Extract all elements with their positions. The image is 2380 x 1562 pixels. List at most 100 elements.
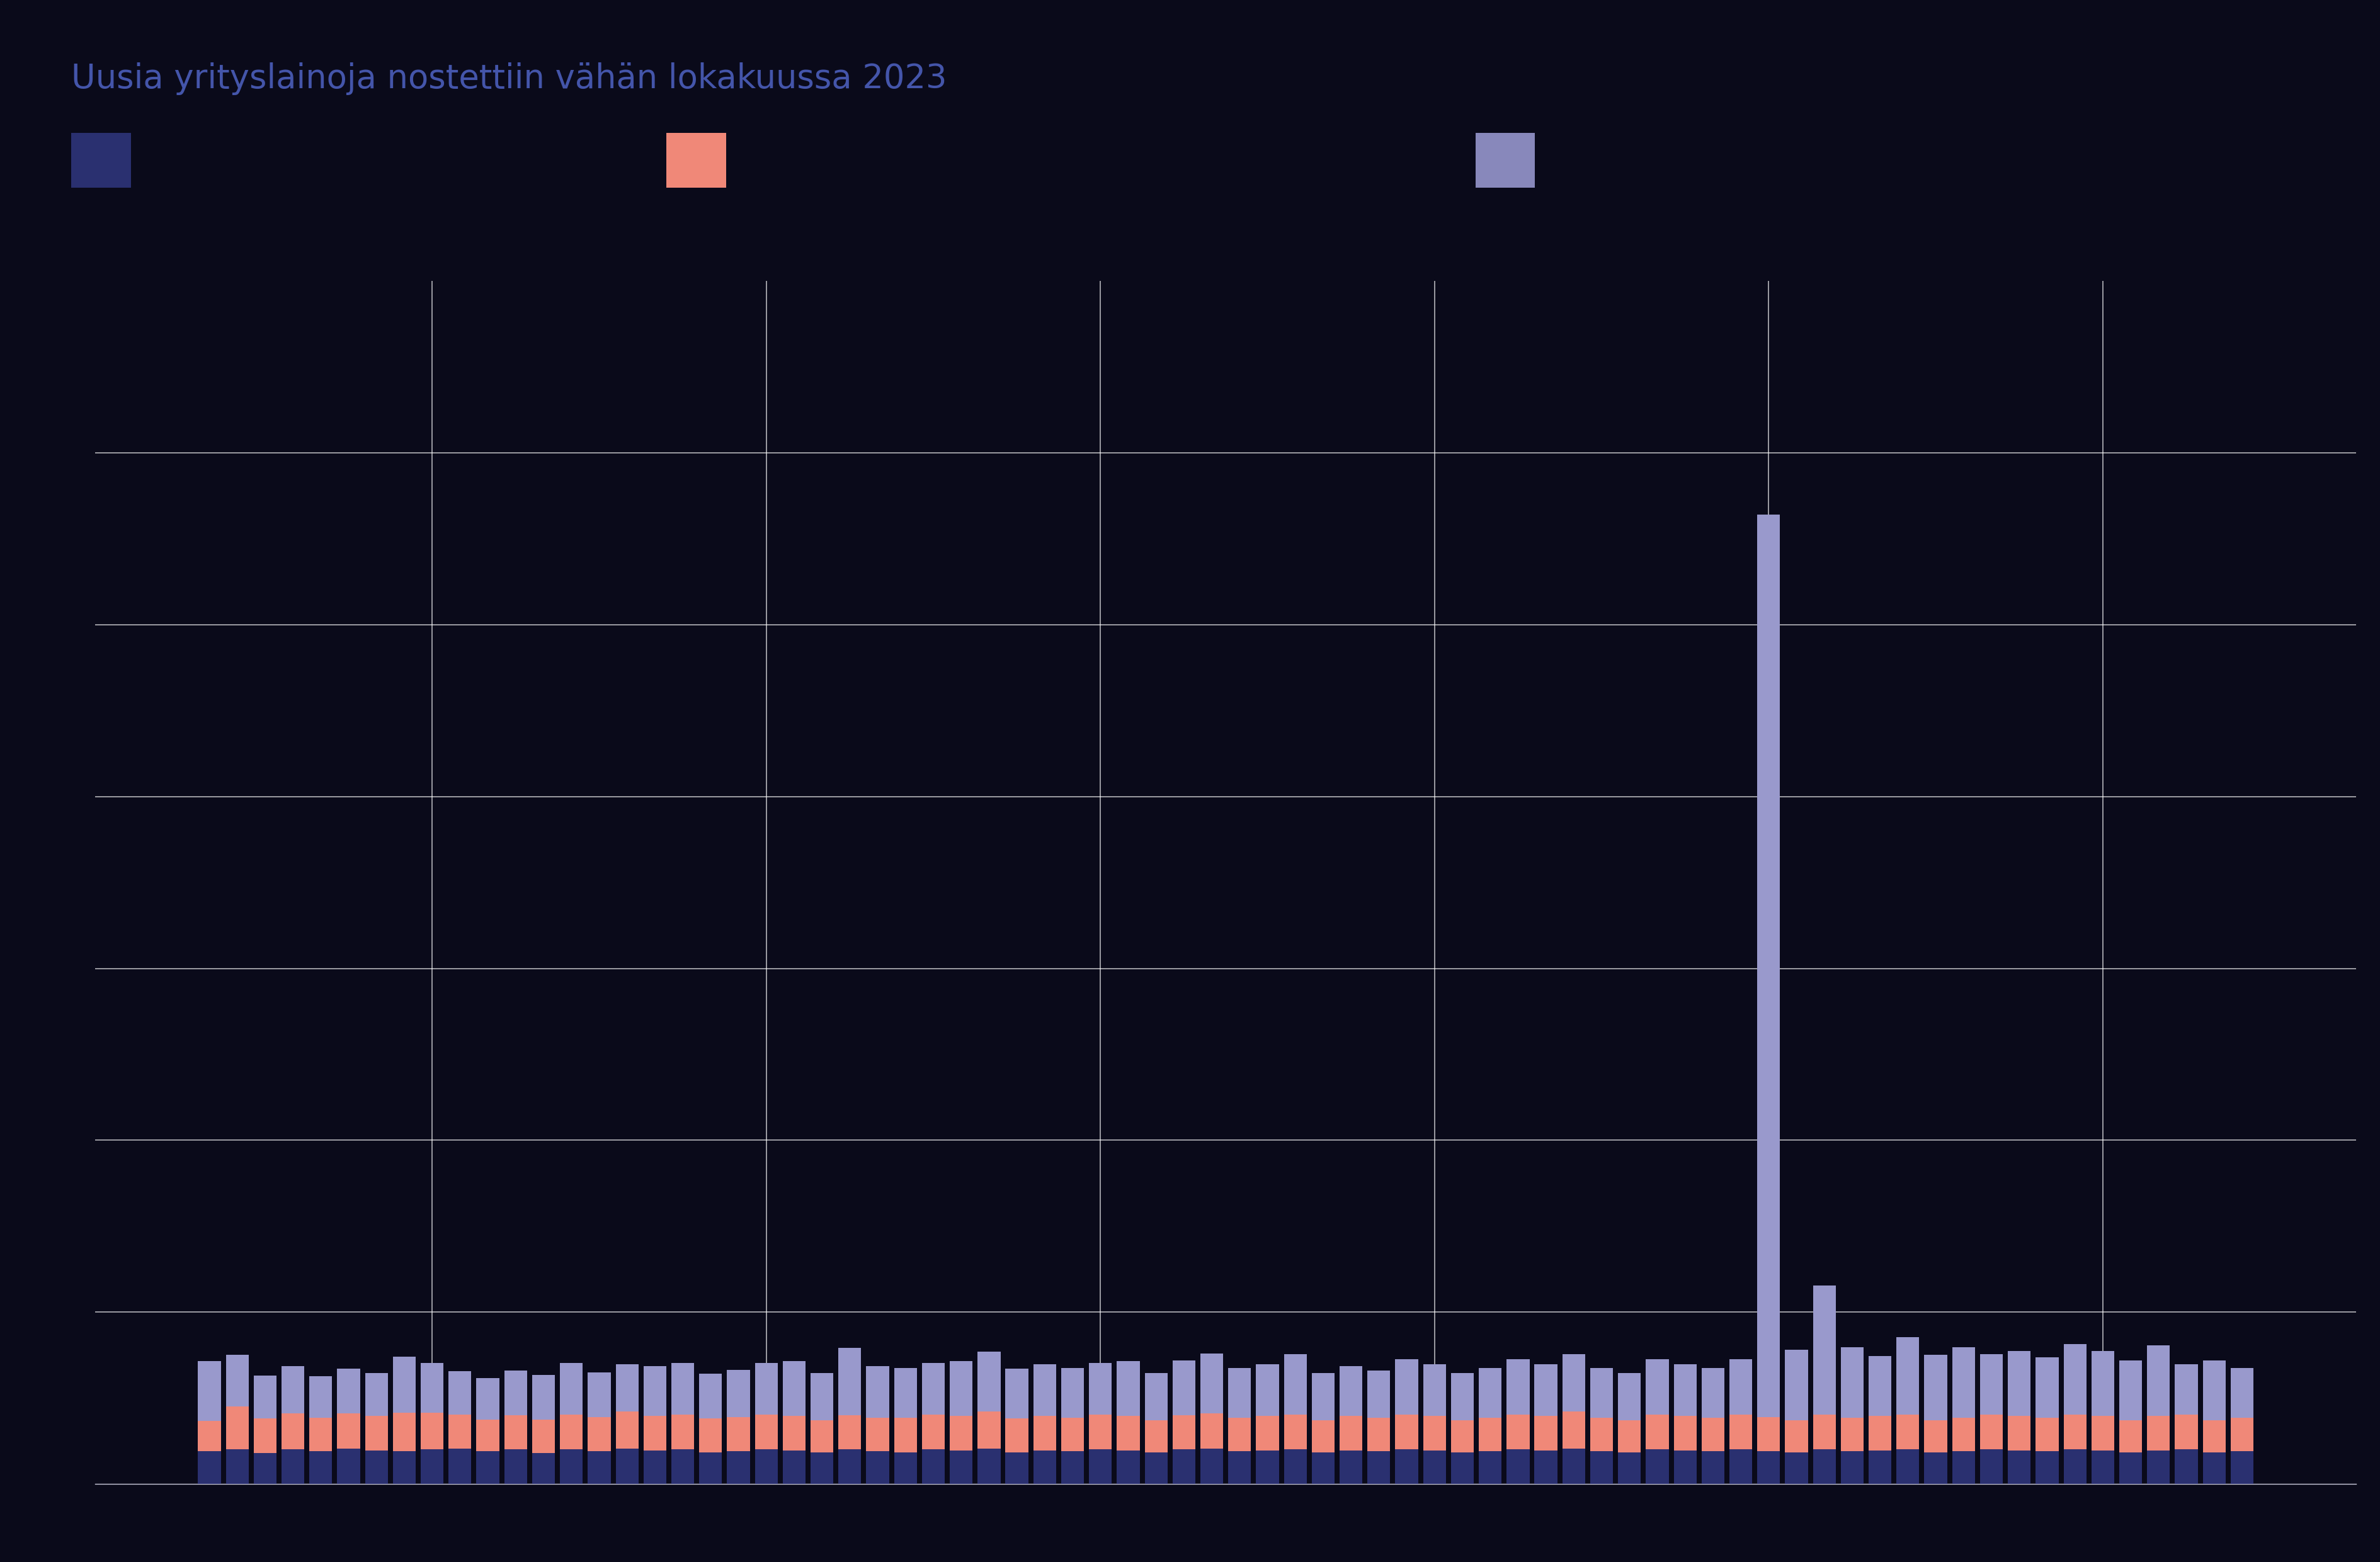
Bar xyxy=(895,1453,916,1484)
Bar xyxy=(1004,1418,1028,1453)
Bar xyxy=(421,1362,443,1412)
Bar xyxy=(1756,1451,1780,1484)
Bar xyxy=(950,1361,973,1417)
Bar xyxy=(1395,1414,1418,1450)
Bar xyxy=(1145,1453,1169,1484)
Bar xyxy=(2175,1365,2197,1414)
Bar xyxy=(364,1451,388,1484)
Bar xyxy=(616,1365,638,1412)
Bar xyxy=(364,1373,388,1417)
Bar xyxy=(866,1418,890,1451)
Bar xyxy=(1925,1354,1947,1420)
Bar xyxy=(393,1357,417,1412)
Bar xyxy=(1200,1448,1223,1484)
Bar xyxy=(1368,1370,1390,1418)
Bar xyxy=(533,1420,555,1453)
Bar xyxy=(226,1354,248,1406)
Bar xyxy=(1868,1417,1892,1451)
Bar xyxy=(1535,1451,1557,1484)
Bar xyxy=(616,1412,638,1448)
Bar xyxy=(2147,1451,2171,1484)
Bar xyxy=(2009,1451,2030,1484)
Bar xyxy=(421,1450,443,1484)
Bar xyxy=(838,1348,862,1415)
Bar xyxy=(1340,1367,1361,1417)
Bar xyxy=(1535,1417,1557,1451)
Bar xyxy=(255,1453,276,1484)
Bar xyxy=(1702,1418,1725,1451)
Bar xyxy=(1840,1451,1864,1484)
Bar xyxy=(447,1414,471,1448)
Bar xyxy=(1840,1348,1864,1418)
Bar xyxy=(1478,1368,1502,1418)
Bar xyxy=(1257,1451,1278,1484)
Bar xyxy=(1814,1414,1835,1450)
Bar xyxy=(754,1450,778,1484)
Bar xyxy=(2175,1450,2197,1484)
Bar xyxy=(978,1412,1000,1448)
Bar xyxy=(1618,1420,1640,1453)
Bar xyxy=(1145,1420,1169,1453)
Bar xyxy=(1228,1418,1252,1451)
Bar xyxy=(1814,1450,1835,1484)
Bar xyxy=(671,1450,695,1484)
Bar xyxy=(700,1418,721,1453)
Bar xyxy=(1756,515,1780,1417)
Bar xyxy=(2063,1450,2087,1484)
Bar xyxy=(505,1370,526,1415)
Bar xyxy=(1061,1368,1083,1418)
Bar xyxy=(2063,1343,2087,1414)
Bar xyxy=(533,1375,555,1420)
Bar xyxy=(1535,1365,1557,1417)
Bar xyxy=(1952,1451,1975,1484)
Bar xyxy=(1173,1415,1195,1450)
Bar xyxy=(2204,1361,2225,1420)
Bar xyxy=(1004,1453,1028,1484)
Bar xyxy=(588,1451,612,1484)
Bar xyxy=(1311,1453,1335,1484)
Bar xyxy=(1590,1451,1614,1484)
Bar xyxy=(2035,1357,2059,1418)
Bar xyxy=(2092,1451,2113,1484)
Bar xyxy=(1116,1361,1140,1417)
Bar xyxy=(1925,1420,1947,1453)
Bar xyxy=(1395,1450,1418,1484)
Bar xyxy=(838,1415,862,1450)
Bar xyxy=(255,1376,276,1418)
Bar xyxy=(1311,1420,1335,1453)
Bar xyxy=(978,1351,1000,1412)
Bar xyxy=(783,1417,804,1451)
Bar xyxy=(1257,1365,1278,1417)
Bar xyxy=(421,1412,443,1450)
Bar xyxy=(671,1362,695,1414)
Bar xyxy=(1785,1420,1809,1453)
Bar xyxy=(1925,1453,1947,1484)
Bar xyxy=(1868,1451,1892,1484)
Bar xyxy=(1311,1373,1335,1420)
Bar xyxy=(1452,1373,1473,1420)
Bar xyxy=(783,1451,804,1484)
Bar xyxy=(921,1450,945,1484)
Bar xyxy=(643,1451,666,1484)
Bar xyxy=(1952,1348,1975,1418)
Bar xyxy=(1980,1414,2004,1450)
Bar xyxy=(393,1451,417,1484)
Bar xyxy=(643,1367,666,1417)
Bar xyxy=(1368,1451,1390,1484)
Bar xyxy=(1452,1420,1473,1453)
Bar xyxy=(364,1417,388,1451)
Bar xyxy=(1368,1418,1390,1451)
Bar xyxy=(1283,1450,1307,1484)
Bar xyxy=(533,1453,555,1484)
Bar xyxy=(1090,1414,1111,1450)
Bar xyxy=(812,1420,833,1453)
Bar xyxy=(1283,1354,1307,1414)
Bar xyxy=(866,1451,890,1484)
Bar xyxy=(1730,1414,1752,1450)
Bar xyxy=(1090,1450,1111,1484)
Bar xyxy=(505,1415,526,1450)
Bar xyxy=(2118,1361,2142,1420)
Bar xyxy=(1423,1365,1447,1417)
Bar xyxy=(505,1450,526,1484)
Bar xyxy=(866,1367,890,1418)
